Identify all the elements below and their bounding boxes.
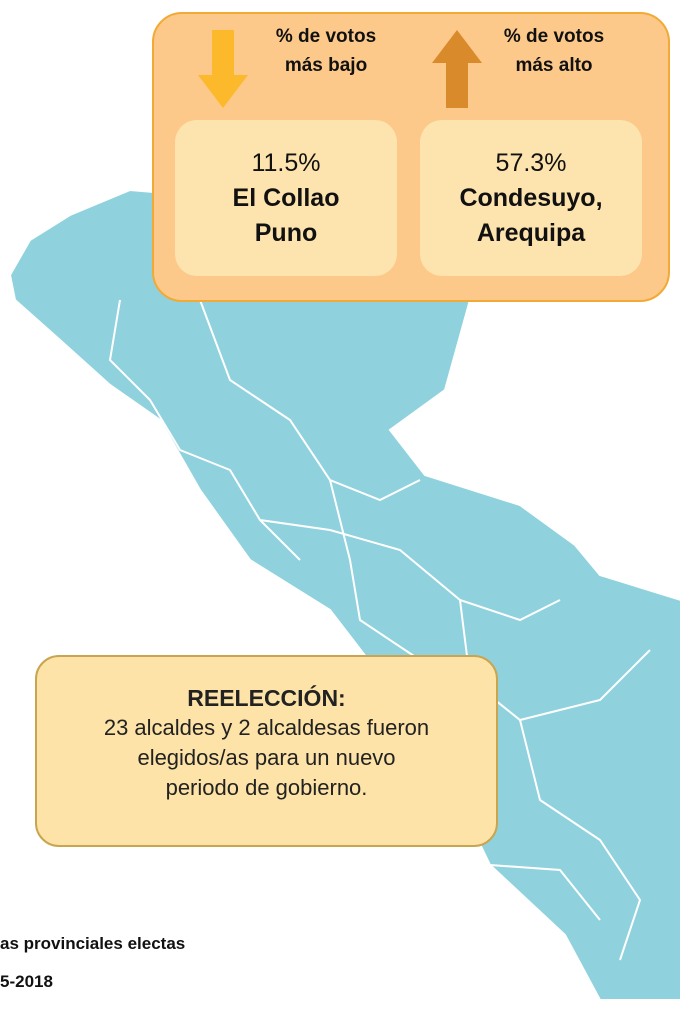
reelection-text: elegidos/as para un nuevo	[137, 745, 396, 770]
place: Condesuyo,	[459, 183, 603, 212]
highest-card: 57.3% Condesuyo, Arequipa	[420, 120, 642, 276]
up-arrow-icon	[432, 30, 482, 108]
reelection-text: 23 alcaldes y 2 alcaldesas fueron	[103, 715, 430, 740]
place: Arequipa	[476, 218, 586, 247]
label-line: % de votos	[275, 26, 377, 47]
region-borders	[108, 299, 651, 961]
label-line: % de votos	[503, 26, 605, 47]
lowest-card: 11.5% El Collao Puno	[175, 120, 397, 276]
peru-map	[8, 188, 681, 1001]
label-line: más bajo	[284, 55, 368, 76]
place: Puno	[254, 218, 318, 247]
reelection-box: REELECCIÓN: 23 alcaldes y 2 alcaldesas f…	[35, 655, 498, 847]
label-line: más alto	[515, 55, 593, 76]
reelection-text: periodo de gobierno.	[165, 775, 368, 800]
place: El Collao	[232, 183, 340, 212]
footer-text: 5-2018	[0, 972, 53, 991]
reelection-title: REELECCIÓN:	[187, 685, 346, 711]
highest-label: % de votos más alto	[484, 22, 624, 80]
value: 57.3%	[495, 148, 567, 177]
down-arrow-icon	[198, 30, 248, 108]
footer-text: as provinciales electas	[0, 934, 186, 953]
value: 11.5%	[251, 148, 321, 177]
lowest-label: % de votos más bajo	[256, 22, 396, 80]
